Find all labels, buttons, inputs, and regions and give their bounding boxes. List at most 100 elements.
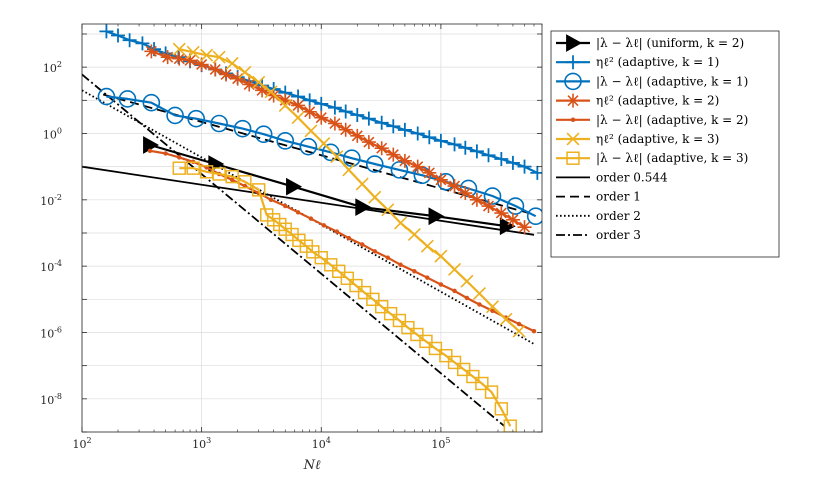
- data-point: [469, 144, 484, 159]
- data-point: [160, 50, 175, 65]
- data-point: [118, 90, 137, 108]
- data-point: [147, 148, 153, 154]
- data-point: [254, 125, 273, 144]
- y-tick-exponent: 2: [57, 60, 62, 69]
- data-point: [503, 419, 517, 432]
- data-point: [365, 155, 384, 173]
- data-point: [452, 288, 457, 294]
- legend-item: order 2: [556, 209, 641, 223]
- data-point: [566, 132, 580, 146]
- data-point: [410, 126, 425, 141]
- data-point: [359, 242, 365, 247]
- data-point: [447, 355, 462, 370]
- legend-label: |λ − λℓ| (adaptive, k = 1): [596, 74, 748, 88]
- data-point: [398, 262, 403, 268]
- data-point: [308, 216, 314, 221]
- data-point: [355, 177, 369, 191]
- data-point: [447, 137, 462, 152]
- data-point: [505, 155, 520, 170]
- x-tick-label: 104: [312, 436, 331, 451]
- data-point: [286, 177, 302, 196]
- data-point: [302, 104, 317, 119]
- data-point: [342, 163, 356, 177]
- data-point: [219, 67, 234, 82]
- legend-item: ηℓ² (adaptive, k = 2): [556, 94, 719, 108]
- legend-label: ηℓ² (adaptive, k = 3): [596, 132, 719, 146]
- data-point: [372, 249, 378, 254]
- data-point: [484, 385, 499, 399]
- data-point: [485, 300, 500, 314]
- data-point: [433, 172, 448, 187]
- data-point: [494, 206, 509, 221]
- data-point: [158, 46, 173, 61]
- data-point: [321, 143, 340, 162]
- data-point: [252, 183, 266, 197]
- y-tick-label: 10-4: [40, 259, 62, 274]
- y-tick-exponent: -4: [54, 259, 62, 268]
- data-point: [314, 250, 328, 265]
- y-tick-exponent: -6: [54, 325, 62, 334]
- y-tick-exponent: 0: [57, 126, 62, 135]
- data-point: [428, 207, 445, 226]
- legend-label: |λ − λℓ| (adaptive, k = 2): [596, 113, 748, 127]
- data-point: [390, 161, 409, 179]
- data-point: [229, 177, 235, 183]
- legend: |λ − λℓ| (uniform, k = 2) ηℓ² (adaptive, …: [550, 30, 780, 258]
- series-line: [82, 73, 506, 427]
- data-point: [183, 53, 198, 68]
- y-tick-label: 100: [43, 126, 62, 141]
- data-point: [481, 199, 496, 214]
- data-point: [225, 169, 239, 184]
- data-point: [361, 135, 376, 150]
- data-point: [434, 249, 448, 263]
- data-point: [566, 151, 580, 165]
- data-point: [355, 198, 372, 217]
- data-point: [166, 106, 184, 125]
- x-tick-label: 105: [431, 436, 450, 451]
- legend-item: order 1: [556, 190, 641, 204]
- data-point: [381, 203, 395, 217]
- data-point: [111, 28, 126, 43]
- data-point: [374, 299, 389, 314]
- data-point: [407, 227, 421, 242]
- data-point: [172, 42, 186, 56]
- legend-item: |λ − λℓ| (adaptive, k = 3): [556, 151, 748, 165]
- legend-item: ηℓ² (adaptive, k = 1): [556, 55, 719, 70]
- legend-label: order 0.544: [596, 170, 668, 184]
- data-point: [456, 362, 471, 377]
- data-point: [499, 217, 516, 236]
- data-point: [177, 155, 182, 160]
- legend-item: order 3: [556, 228, 641, 242]
- series-line: [179, 167, 512, 427]
- data-point: [334, 229, 340, 234]
- data-point: [276, 132, 295, 150]
- data-point: [483, 187, 502, 205]
- data-point: [291, 111, 305, 125]
- data-point: [163, 151, 168, 156]
- data-point: [460, 274, 474, 288]
- x-tick-exponent: 5: [445, 436, 450, 445]
- data-point: [321, 223, 327, 228]
- data-point: [212, 167, 226, 181]
- data-point: [512, 324, 526, 338]
- data-point: [422, 165, 437, 180]
- data-point: [135, 36, 150, 51]
- data-point: [386, 119, 401, 134]
- data-point: [357, 285, 372, 300]
- data-point: [314, 110, 329, 125]
- data-point: [238, 175, 252, 189]
- data-point: [433, 133, 448, 148]
- data-point: [260, 208, 274, 222]
- data-point: [255, 83, 270, 98]
- legend-item: order 0.544: [556, 170, 668, 184]
- legend-label: |λ − λℓ| (uniform, k = 2): [596, 36, 744, 50]
- data-point: [242, 77, 257, 92]
- data-point: [425, 275, 430, 280]
- x-tick-exponent: 2: [86, 436, 91, 445]
- data-point: [230, 71, 245, 86]
- legend-label: order 2: [596, 209, 641, 223]
- data-point: [278, 93, 293, 108]
- data-point: [530, 165, 542, 180]
- data-point: [397, 122, 412, 137]
